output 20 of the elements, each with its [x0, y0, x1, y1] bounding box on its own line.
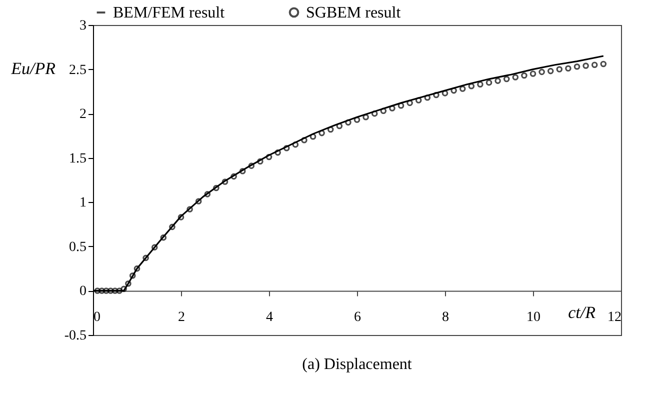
x-tick-label: 6 [354, 310, 361, 326]
x-tick-label: 10 [526, 310, 540, 326]
y-tick-label: 1.5 [69, 151, 86, 166]
y-tick-label: 2 [80, 107, 86, 122]
text: (a) Displacement [302, 356, 412, 373]
y-tick-label: -0.5 [64, 328, 86, 344]
x-tick-label: 12 [608, 310, 622, 326]
x-tick-label: 8 [442, 310, 449, 326]
y-tick-label: 0 [80, 284, 86, 300]
y-tick-label: 2.5 [69, 62, 86, 78]
y-tick-label: 0.5 [69, 240, 86, 255]
y-axis-title: Eu/PR [10, 58, 56, 78]
legend-label: SGBEM result [306, 4, 402, 22]
x-tick-label: 4 [266, 310, 273, 326]
legend-label: BEM/FEM result [113, 4, 226, 22]
x-axis-title: ct/R [568, 303, 596, 322]
x-tick-label: 2 [178, 310, 185, 326]
y-tick-label: 3 [80, 18, 86, 34]
y-tick-label: 1 [80, 196, 86, 211]
x-tick-label: 0 [94, 310, 100, 326]
